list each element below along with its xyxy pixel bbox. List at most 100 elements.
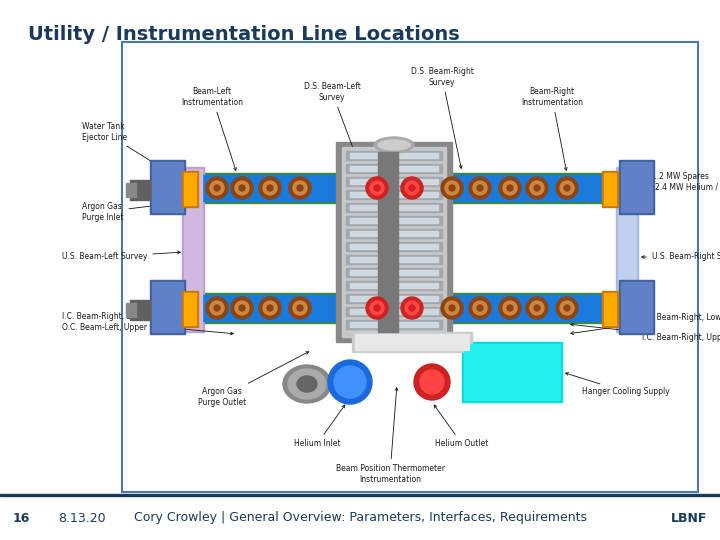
Bar (350, 296, 438, 301)
Bar (350, 153, 438, 158)
Circle shape (503, 181, 517, 195)
Text: 8.13.20: 8.13.20 (58, 511, 106, 524)
Circle shape (477, 185, 483, 191)
Text: LBNF: LBNF (670, 511, 707, 524)
Circle shape (401, 297, 423, 319)
Text: 1.2 MW Spares
(2.4 MW Helium / Spares): 1.2 MW Spares (2.4 MW Helium / Spares) (642, 172, 720, 197)
Bar (346, 229, 442, 238)
Circle shape (564, 305, 570, 311)
Circle shape (289, 297, 311, 319)
Bar (122, 42, 698, 492)
Circle shape (401, 177, 423, 199)
Text: Cory Crowley | General Overview: Parameters, Interfaces, Requirements: Cory Crowley | General Overview: Paramet… (133, 511, 587, 524)
Bar (350, 244, 438, 249)
Circle shape (366, 177, 388, 199)
Circle shape (499, 297, 521, 319)
Bar (350, 179, 438, 184)
Circle shape (477, 305, 483, 311)
Circle shape (334, 366, 366, 398)
Bar (619, 280, 654, 334)
Circle shape (263, 301, 277, 315)
Circle shape (409, 185, 415, 191)
Text: Argon Gas
Purge Outlet: Argon Gas Purge Outlet (198, 352, 309, 407)
Circle shape (267, 185, 273, 191)
Ellipse shape (378, 140, 410, 150)
Bar (621, 282, 652, 332)
Circle shape (214, 305, 220, 311)
Bar (182, 173, 642, 203)
Circle shape (469, 177, 491, 199)
Circle shape (259, 177, 281, 199)
Bar (130, 180, 152, 200)
Bar (618, 169, 636, 330)
Bar (184, 169, 202, 330)
Text: Hanger Cooling Supply: Hanger Cooling Supply (565, 373, 670, 396)
Circle shape (293, 181, 307, 195)
Ellipse shape (283, 365, 331, 403)
Bar (604, 293, 616, 325)
Circle shape (263, 181, 277, 195)
Circle shape (259, 297, 281, 319)
Circle shape (445, 181, 459, 195)
Circle shape (405, 181, 419, 195)
Circle shape (370, 181, 384, 195)
Bar (378, 152, 398, 332)
Circle shape (231, 177, 253, 199)
Text: Helium Outlet: Helium Outlet (434, 405, 489, 449)
Bar (602, 291, 618, 327)
Bar (346, 242, 442, 251)
Bar (183, 175, 641, 201)
Circle shape (374, 185, 380, 191)
Circle shape (214, 185, 220, 191)
Bar (152, 282, 183, 332)
Bar (130, 300, 152, 320)
Circle shape (210, 301, 224, 315)
Text: Beam-Right
Instrumentation: Beam-Right Instrumentation (521, 87, 583, 170)
Bar (346, 268, 442, 277)
Bar (604, 173, 616, 205)
Circle shape (210, 181, 224, 195)
Circle shape (530, 181, 544, 195)
Bar (346, 164, 442, 173)
Bar (350, 231, 438, 236)
Bar (150, 280, 185, 334)
Circle shape (449, 305, 455, 311)
Circle shape (534, 185, 540, 191)
Circle shape (560, 181, 574, 195)
Circle shape (235, 181, 249, 195)
Circle shape (556, 177, 578, 199)
Bar (346, 320, 442, 329)
Bar (602, 171, 618, 207)
Circle shape (405, 301, 419, 315)
Circle shape (297, 305, 303, 311)
Bar (621, 162, 652, 212)
Circle shape (507, 185, 513, 191)
Bar (182, 291, 198, 327)
Circle shape (534, 305, 540, 311)
Bar (350, 257, 438, 262)
Bar (346, 190, 442, 199)
Text: 16: 16 (13, 511, 30, 524)
Circle shape (370, 301, 384, 315)
Circle shape (473, 301, 487, 315)
Bar (126, 183, 136, 197)
Bar (346, 255, 442, 264)
Bar (150, 160, 185, 214)
Circle shape (499, 177, 521, 199)
Bar (184, 173, 196, 205)
Bar (350, 270, 438, 275)
Bar (350, 218, 438, 223)
Ellipse shape (374, 137, 414, 153)
Circle shape (469, 297, 491, 319)
Bar (126, 303, 136, 317)
Circle shape (564, 185, 570, 191)
Bar (346, 151, 442, 160)
Circle shape (235, 301, 249, 315)
Bar (0, 494, 720, 496)
Text: Beam-Left
Instrumentation: Beam-Left Instrumentation (181, 87, 243, 171)
Bar (182, 167, 204, 332)
Text: I.C. Beam-Right, Lower
O.C. Beam-Left, Upper: I.C. Beam-Right, Lower O.C. Beam-Left, U… (62, 312, 233, 335)
Bar (350, 205, 438, 210)
Bar (464, 344, 560, 400)
Bar (346, 216, 442, 225)
